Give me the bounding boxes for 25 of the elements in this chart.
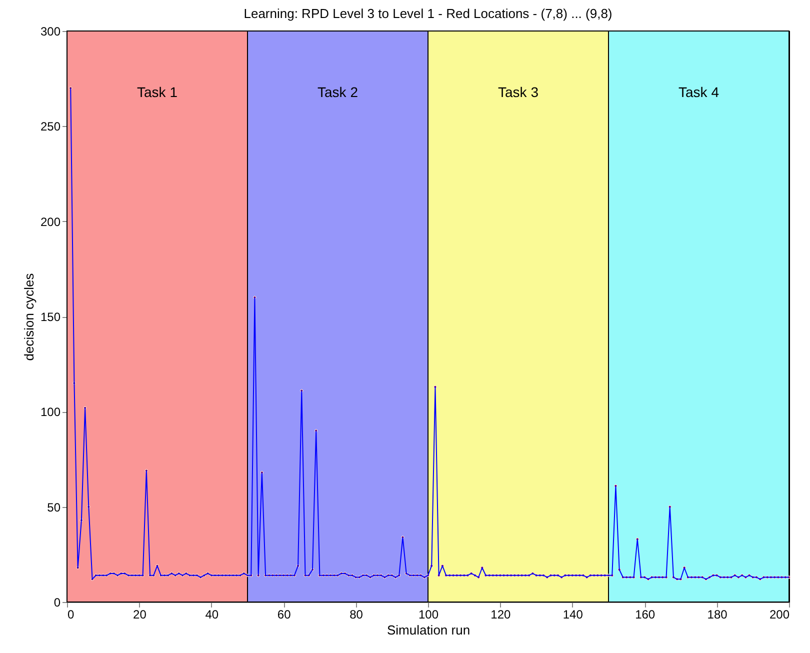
band-label: Task 1: [137, 84, 178, 100]
y-axis-title: decision cycles: [21, 272, 36, 361]
x-tick-label: 60: [277, 608, 292, 622]
y-tick-label: 300: [40, 24, 61, 38]
x-tick-label: 100: [418, 608, 439, 622]
band-label: Task 3: [498, 84, 539, 100]
x-tick-label: 120: [490, 608, 512, 622]
x-axis-title: Simulation run: [386, 622, 470, 638]
x-tick-label: 200: [769, 608, 790, 622]
band-label: Task 4: [678, 84, 720, 100]
x-tick-label: 80: [350, 608, 364, 622]
x-tick-label: 20: [133, 608, 147, 622]
y-tick-label: 100: [40, 405, 61, 420]
band-label: Task 2: [318, 84, 358, 100]
y-tick-label: 200: [40, 214, 61, 229]
x-tick-label: 140: [562, 608, 584, 622]
y-tick-label: 50: [47, 500, 61, 514]
y-tick-label: 150: [40, 310, 61, 324]
y-tick-label: 0: [54, 596, 61, 610]
x-tick-label: 160: [635, 608, 656, 622]
y-tick-label: 250: [40, 120, 61, 134]
x-tick-label: 180: [707, 608, 728, 622]
x-tick-label: 0: [68, 608, 74, 622]
chart-title: Learning: RPD Level 3 to Level 1 - Red Locations - (7,8) ... (9,8): [244, 6, 612, 21]
x-tick-label: 40: [205, 608, 219, 622]
